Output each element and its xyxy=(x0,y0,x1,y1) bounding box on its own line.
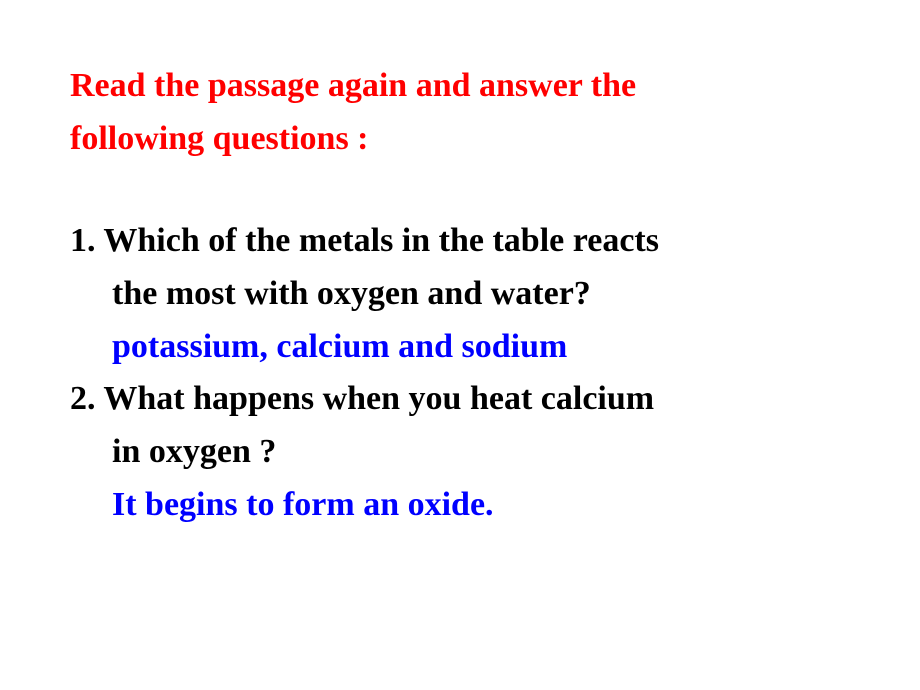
question-1-text1: Which of the metals in the table reacts xyxy=(103,222,659,259)
question-1: 1. Which of the metals in the table reac… xyxy=(70,215,850,373)
question-2: 2. What happens when you heat calcium in… xyxy=(70,373,850,531)
instruction-line1: Read the passage again and answer the xyxy=(70,60,850,113)
question-2-line1: 2. What happens when you heat calcium xyxy=(70,373,850,426)
answer-2: It begins to form an oxide. xyxy=(70,479,850,532)
instruction-block: Read the passage again and answer the fo… xyxy=(70,60,850,165)
question-2-text1: What happens when you heat calcium xyxy=(103,380,654,417)
question-2-number: 2. xyxy=(70,380,96,417)
question-2-line2: in oxygen ? xyxy=(70,426,850,479)
question-1-line2: the most with oxygen and water? xyxy=(70,268,850,321)
answer-1: potassium, calcium and sodium xyxy=(70,321,850,374)
instruction-line2: following questions : xyxy=(70,113,850,166)
question-1-line1: 1. Which of the metals in the table reac… xyxy=(70,215,850,268)
question-1-number: 1. xyxy=(70,222,96,259)
